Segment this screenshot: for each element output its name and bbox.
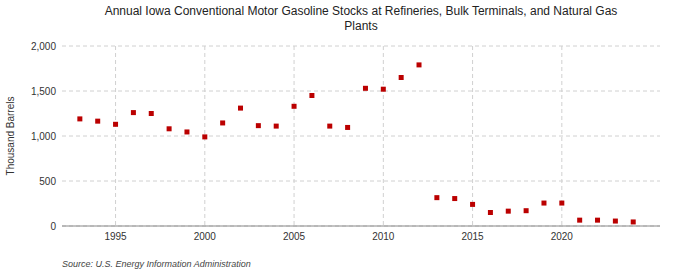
x-axis-line bbox=[62, 226, 660, 227]
y-grid-line bbox=[62, 136, 660, 137]
x-tick-label: 1995 bbox=[104, 231, 127, 242]
point bbox=[256, 123, 261, 128]
point bbox=[399, 75, 404, 80]
y-grid-line bbox=[62, 91, 660, 92]
point bbox=[381, 87, 386, 92]
point bbox=[559, 201, 564, 206]
point bbox=[220, 120, 225, 125]
point bbox=[184, 129, 189, 134]
point bbox=[238, 106, 243, 111]
x-grid-line bbox=[561, 46, 562, 226]
point bbox=[292, 104, 297, 109]
x-grid-line bbox=[115, 46, 116, 226]
point bbox=[452, 196, 457, 201]
chart-container: Annual Iowa Conventional Motor Gasoline … bbox=[0, 0, 675, 275]
title: Annual Iowa Conventional Motor Gasoline … bbox=[105, 4, 618, 33]
x-grid-line bbox=[472, 46, 473, 226]
point bbox=[506, 209, 511, 214]
grid bbox=[62, 46, 660, 226]
x-tick-label: 2015 bbox=[461, 231, 484, 242]
point bbox=[524, 208, 529, 213]
point bbox=[309, 93, 314, 98]
point bbox=[417, 62, 422, 67]
point bbox=[595, 218, 600, 223]
y-grid-line bbox=[62, 181, 660, 182]
y-tick-label: 1,500 bbox=[31, 86, 56, 97]
title-line: Annual Iowa Conventional Motor Gasoline … bbox=[105, 4, 618, 18]
point bbox=[577, 218, 582, 223]
point bbox=[202, 134, 207, 139]
title-line: Plants bbox=[344, 19, 377, 33]
source-note: Source: U.S. Energy Information Administ… bbox=[62, 259, 251, 269]
point bbox=[77, 116, 82, 121]
y-grid-line bbox=[62, 226, 660, 227]
point bbox=[541, 201, 546, 206]
point bbox=[363, 86, 368, 91]
point bbox=[470, 202, 475, 207]
y-tick-label: 2,000 bbox=[31, 41, 56, 52]
point bbox=[613, 219, 618, 224]
x-tick-label: 2000 bbox=[194, 231, 217, 242]
x-grid-line bbox=[383, 46, 384, 226]
point bbox=[327, 124, 332, 129]
y-tick-label: 500 bbox=[39, 176, 56, 187]
y-grid-line bbox=[62, 46, 660, 47]
point bbox=[434, 195, 439, 200]
x-tick-label: 2020 bbox=[551, 231, 574, 242]
point bbox=[149, 111, 154, 116]
point bbox=[167, 126, 172, 131]
point bbox=[488, 210, 493, 215]
chart-svg: Annual Iowa Conventional Motor Gasoline … bbox=[0, 0, 675, 275]
y-axis-label: Thousand Barrels bbox=[5, 97, 16, 176]
point bbox=[95, 119, 100, 124]
point bbox=[131, 110, 136, 115]
x-tick-label: 2005 bbox=[283, 231, 306, 242]
point bbox=[345, 125, 350, 130]
point bbox=[631, 219, 636, 224]
y-tick-label: 1,000 bbox=[31, 131, 56, 142]
points bbox=[77, 62, 635, 224]
point bbox=[274, 124, 279, 129]
point bbox=[113, 122, 118, 127]
y-tick-label: 0 bbox=[50, 221, 56, 232]
x-grid-line bbox=[294, 46, 295, 226]
x-tick-label: 2010 bbox=[372, 231, 395, 242]
